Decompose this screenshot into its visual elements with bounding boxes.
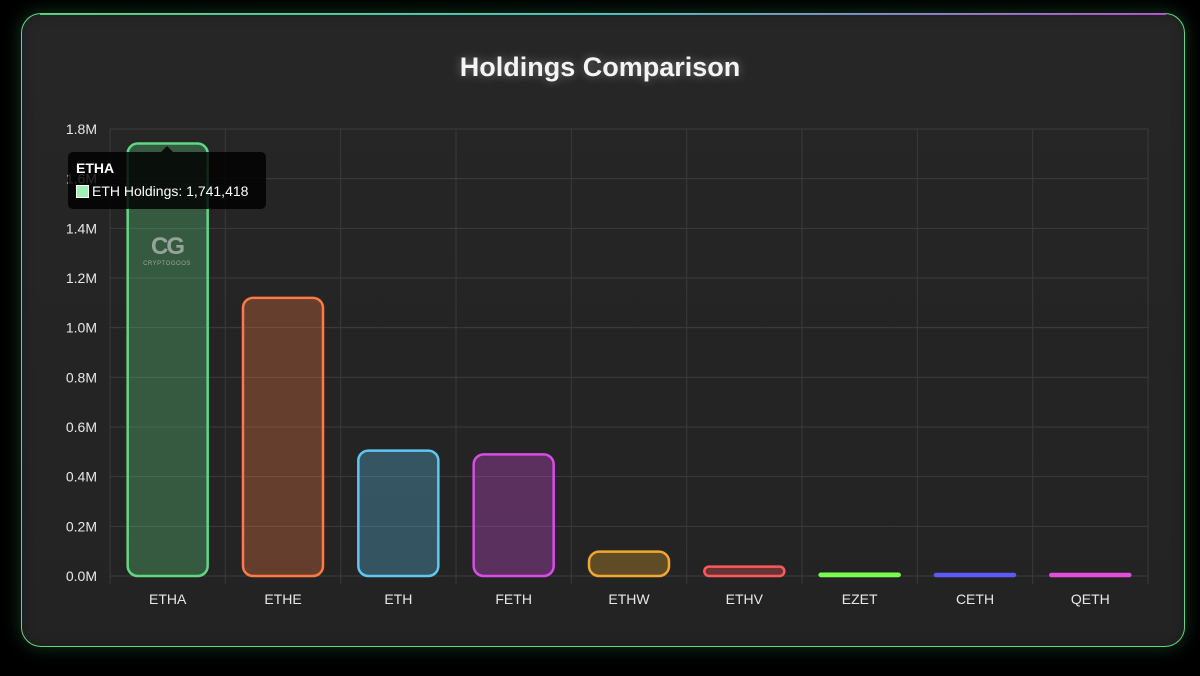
x-tick-label: CETH — [956, 591, 994, 607]
tooltip-swatch — [76, 184, 89, 198]
y-tick-label: 0.2M — [66, 518, 97, 534]
top-accent-line — [40, 13, 1166, 15]
y-tick-label: 0.0M — [66, 568, 97, 584]
tooltip-value: ETH Holdings: 1,741,418 — [92, 183, 249, 199]
bar-ceth[interactable] — [933, 572, 1017, 578]
tooltip-arrow — [161, 146, 173, 152]
bar-tooltip: ETHA ETH Holdings: 1,741,418 — [68, 152, 266, 209]
y-tick-label: 1.4M — [66, 220, 97, 236]
bar-eth[interactable] — [357, 449, 440, 578]
bar-qeth[interactable] — [1049, 572, 1132, 578]
chart-bars — [126, 142, 1132, 578]
x-tick-label: QETH — [1071, 591, 1110, 607]
chart-panel — [21, 13, 1185, 647]
x-tick-label: EZET — [842, 591, 878, 607]
x-tick-label: ETHA — [149, 591, 187, 607]
bar-ethv[interactable] — [703, 565, 786, 578]
y-tick-label: 1.0M — [66, 320, 97, 336]
y-tick-label: 0.6M — [66, 419, 97, 435]
x-tick-label: ETHW — [608, 591, 650, 607]
bar-ethw[interactable] — [587, 550, 671, 578]
chart-title: Holdings Comparison — [459, 52, 741, 82]
tooltip-row: ETH Holdings: 1,741,418 — [76, 182, 266, 200]
bar-ezet[interactable] — [818, 572, 901, 578]
bar-ethe[interactable] — [241, 296, 325, 578]
x-tick-label: FETH — [495, 591, 532, 607]
tooltip-title: ETHA — [76, 160, 115, 176]
x-tick-label: ETHV — [726, 591, 764, 607]
bar-etha[interactable] — [126, 142, 209, 578]
watermark-logo-text: CRYPTOGOOS — [143, 261, 191, 267]
x-tick-label: ETHE — [264, 591, 301, 607]
x-axis-ticks: ETHA ETHE ETH FETH ETHW ETHV EZET CETH QETH — [149, 591, 1110, 607]
y-tick-label: 0.4M — [66, 469, 97, 485]
chart-grid — [109, 128, 1149, 584]
watermark-logo-mark: CG — [151, 233, 185, 260]
y-tick-label: 1.8M — [66, 121, 97, 137]
cryptogoos-logo: CG CRYPTOGOOS — [138, 234, 196, 268]
x-tick-label: ETH — [384, 591, 412, 607]
y-tick-label: 0.8M — [66, 369, 97, 385]
bar-feth[interactable] — [472, 453, 555, 578]
y-tick-label: 1.2M — [66, 270, 97, 286]
